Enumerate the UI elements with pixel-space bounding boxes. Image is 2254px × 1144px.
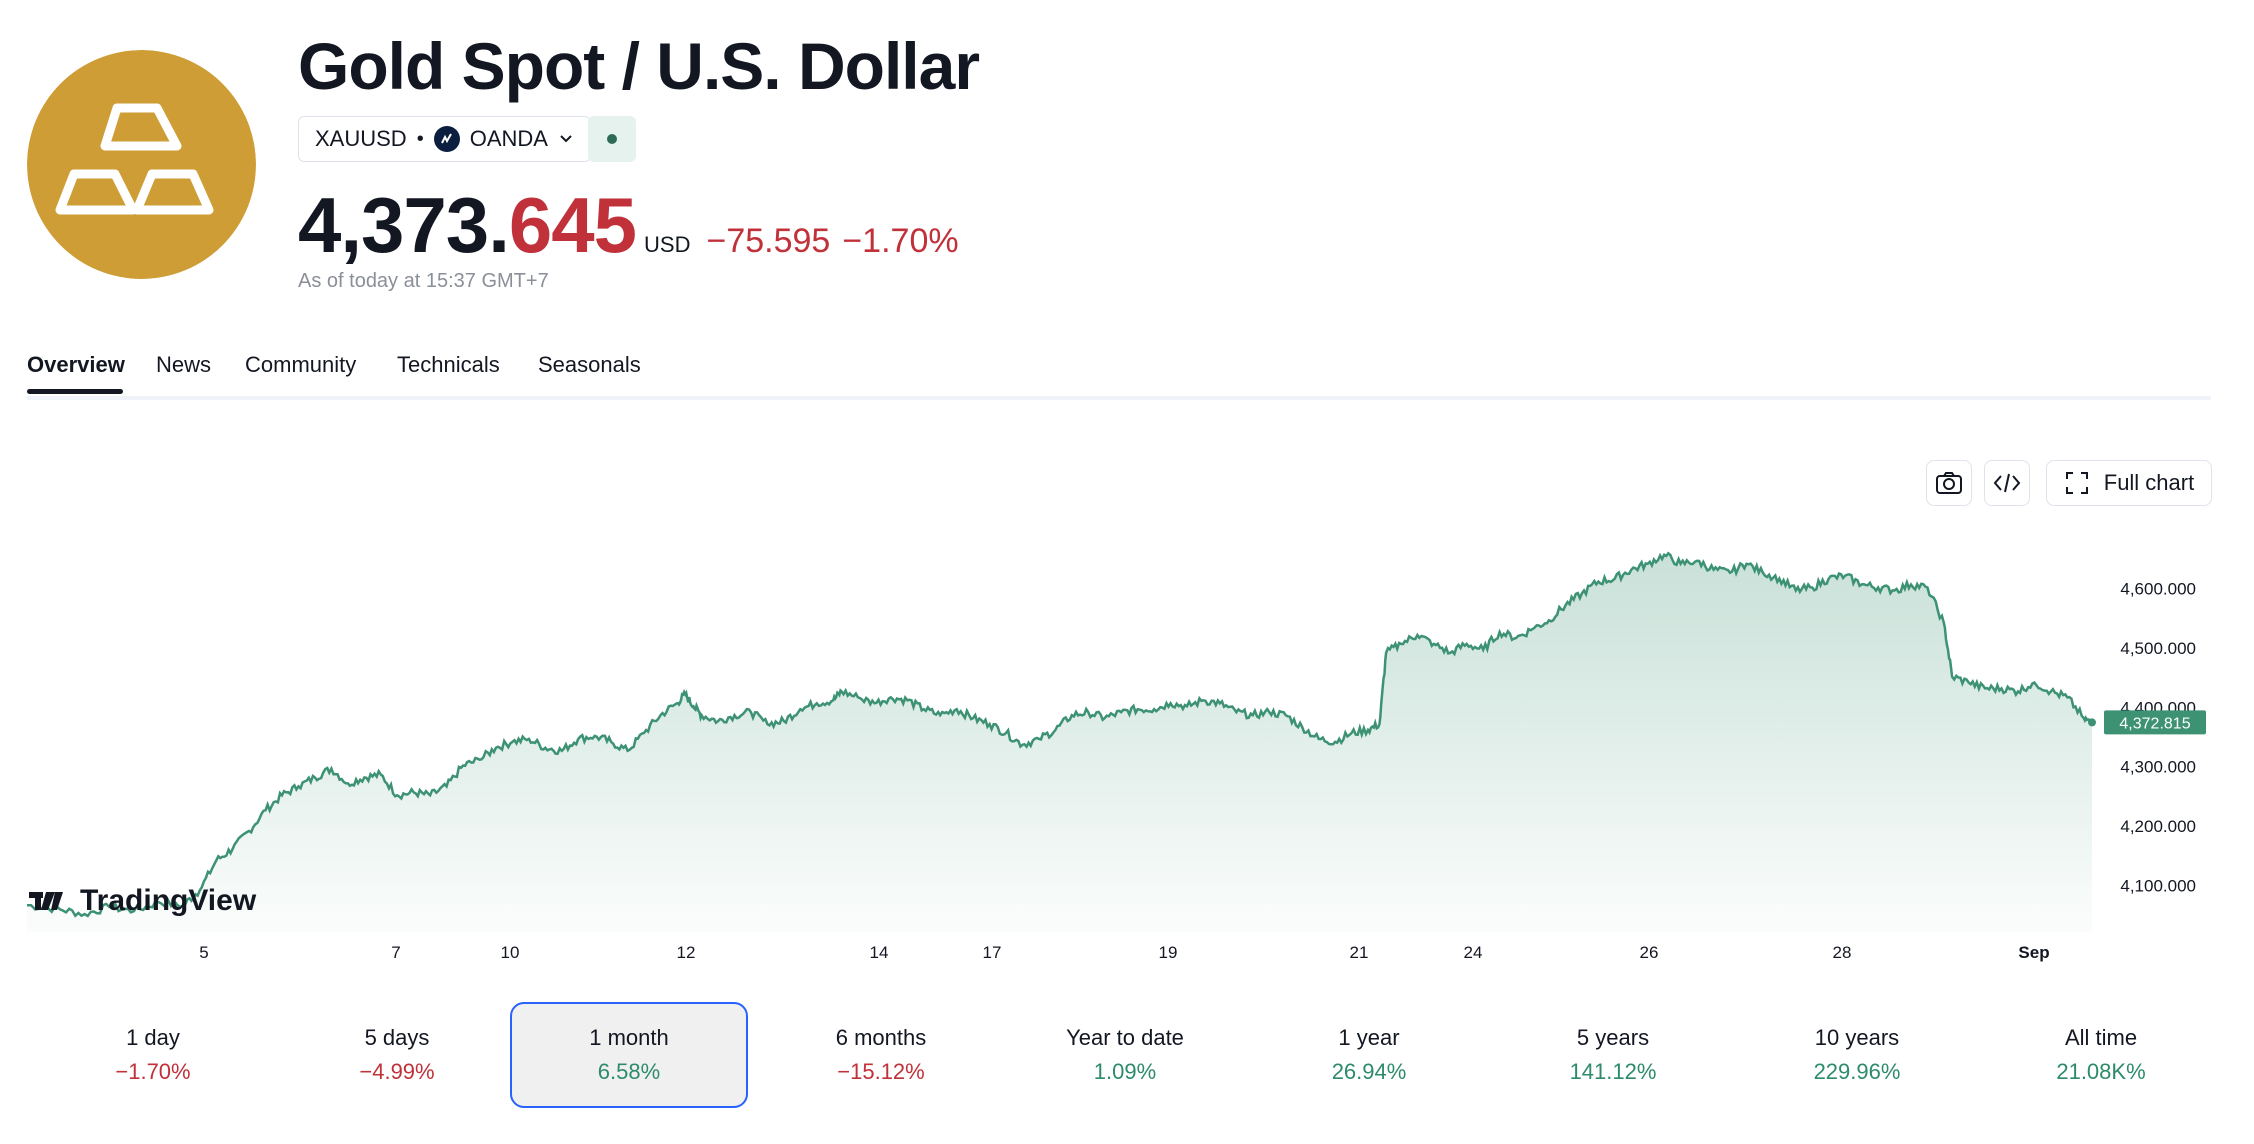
tab-overview[interactable]: Overview (27, 352, 125, 377)
price-timestamp: As of today at 15:37 GMT+7 (298, 270, 549, 292)
symbol-ticker: XAUUSD (315, 126, 407, 151)
expand-icon (2065, 472, 2088, 494)
period-value: −4.99% (359, 1059, 435, 1084)
period-1-day[interactable]: 1 day −1.70% (34, 1002, 272, 1108)
code-icon (1993, 473, 2021, 493)
period-value: 141.12% (1569, 1059, 1657, 1084)
period-value: −1.70% (115, 1059, 191, 1084)
period-label: 1 month (589, 1025, 669, 1050)
last-value-label: 4,372.815 (2119, 715, 2190, 732)
period-value: 21.08K% (2056, 1059, 2146, 1084)
period-value: 26.94% (1331, 1059, 1407, 1084)
exchange-name: OANDA (469, 126, 548, 151)
y-tick-label: 4,500.000 (2120, 639, 2196, 658)
symbol-selector[interactable]: XAUUSD • OANDA (298, 116, 591, 162)
x-tick-label: 26 (1640, 943, 1659, 962)
active-tab-indicator (27, 389, 123, 394)
snapshot-button[interactable] (1926, 460, 1972, 506)
period-value: −15.12% (837, 1059, 925, 1084)
last-point-marker (2088, 718, 2096, 727)
last-value-badge (2104, 710, 2206, 735)
x-tick-label: 28 (1833, 943, 1852, 962)
y-tick-label: 4,600.000 (2120, 580, 2196, 599)
full-chart-button[interactable]: Full chart (2046, 460, 2212, 506)
price-change: −75.595 (706, 222, 831, 260)
period-label: 1 year (1338, 1025, 1400, 1050)
period-label: Year to date (1066, 1025, 1184, 1050)
period-10-years[interactable]: 10 years 229.96% (1738, 1002, 1976, 1108)
period-year-to-date[interactable]: Year to date 1.09% (1006, 1002, 1244, 1108)
period-all-time[interactable]: All time 21.08K% (1982, 1002, 2220, 1108)
period-value: 6.58% (597, 1059, 661, 1084)
full-chart-label: Full chart (2103, 470, 2195, 495)
x-tick-label: 24 (1464, 943, 1483, 962)
period-6-months[interactable]: 6 months −15.12% (762, 1002, 1000, 1108)
tab-community[interactable]: Community (245, 352, 357, 377)
series-line (27, 551, 2093, 918)
tradingview-wordmark: TradingView (80, 884, 257, 917)
x-tick-label: 7 (391, 943, 400, 962)
tab-news[interactable]: News (156, 352, 212, 377)
x-tick-label: 5 (199, 943, 208, 962)
y-tick-label: 4,300.000 (2120, 758, 2196, 777)
series-area-fill (27, 553, 2092, 932)
period-5-days[interactable]: 5 days −4.99% (278, 1002, 516, 1108)
x-tick-label: Sep (2018, 943, 2049, 962)
x-tick-label: 21 (1350, 943, 1369, 962)
x-tick-label: 14 (870, 943, 889, 962)
period-label: 10 years (1814, 1025, 1900, 1050)
x-tick-label: 17 (983, 943, 1002, 962)
price-chart[interactable]: 4,100.0004,200.0004,300.0004,400.0004,50… (0, 520, 2254, 970)
chevron-down-icon (558, 126, 574, 152)
performance-periods: 1 day −1.70% 5 days −4.99% 1 month 6.58%… (20, 1002, 2170, 1108)
price-row: 4,373. 645 USD −75.595 −1.70% (298, 180, 959, 271)
tradingview-watermark: TradingView (29, 884, 257, 917)
separator-dot: • (416, 127, 424, 150)
period-5-years[interactable]: 5 years 141.12% (1494, 1002, 1732, 1108)
price-integer: 4,373. (298, 181, 510, 269)
camera-icon (1936, 472, 1962, 494)
period-label: All time (2064, 1025, 2138, 1050)
period-value: 1.09% (1093, 1059, 1157, 1084)
y-tick-label: 4,100.000 (2120, 876, 2196, 895)
price-currency: USD (644, 232, 691, 257)
page-title: Gold Spot / U.S. Dollar (298, 29, 980, 103)
period-label: 5 days (364, 1025, 430, 1050)
x-tick-label: 19 (1159, 943, 1178, 962)
tab-seasonals[interactable]: Seasonals (538, 352, 641, 377)
embed-button[interactable] (1984, 460, 2030, 506)
oanda-logo-icon (433, 126, 460, 152)
x-tick-label: 12 (677, 943, 696, 962)
market-status-badge[interactable] (588, 116, 636, 162)
price-change-percent: −1.70% (842, 222, 959, 260)
tab-bar: Overview News Community Technicals Seaso… (27, 352, 2211, 400)
tab-technicals[interactable]: Technicals (397, 352, 500, 377)
price-decimals: 645 (508, 181, 637, 269)
x-tick-label: 10 (501, 943, 520, 962)
market-status-dot (607, 134, 617, 144)
period-1-year[interactable]: 1 year 26.94% (1250, 1002, 1488, 1108)
gold-bars-icon (27, 50, 256, 279)
period-label: 5 years (1576, 1025, 1650, 1050)
period-label: 6 months (835, 1025, 927, 1050)
period-1-month[interactable]: 1 month 6.58% (510, 1002, 748, 1108)
period-label: 1 day (126, 1025, 180, 1050)
period-value: 229.96% (1813, 1059, 1901, 1084)
y-tick-label: 4,200.000 (2120, 817, 2196, 836)
